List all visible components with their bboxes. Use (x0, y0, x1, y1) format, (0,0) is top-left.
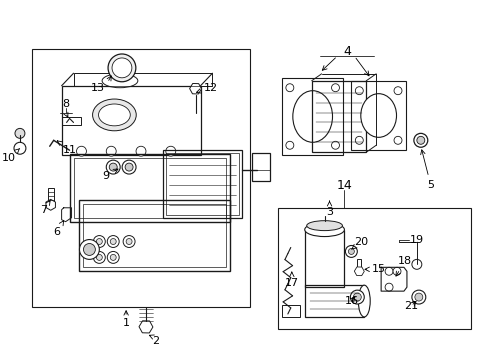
Circle shape (353, 293, 361, 301)
Circle shape (110, 239, 116, 244)
Circle shape (355, 87, 363, 95)
Bar (278, 208, 471, 329)
Circle shape (76, 146, 86, 156)
Circle shape (394, 136, 402, 144)
Ellipse shape (361, 94, 396, 137)
Text: 9: 9 (103, 169, 118, 181)
Circle shape (350, 290, 364, 304)
Circle shape (348, 248, 354, 255)
Text: 8: 8 (62, 99, 69, 109)
Bar (83, 204, 226, 267)
Bar (79, 200, 230, 271)
Ellipse shape (93, 99, 136, 131)
Text: 6: 6 (53, 221, 64, 237)
Text: 14: 14 (337, 179, 352, 193)
Text: 4: 4 (343, 45, 351, 58)
Text: 17: 17 (285, 272, 299, 288)
Text: 5: 5 (421, 150, 434, 190)
Bar (252, 153, 270, 181)
Ellipse shape (102, 74, 138, 88)
Bar (305, 230, 344, 287)
Circle shape (107, 235, 119, 247)
Bar (74, 158, 226, 218)
Circle shape (332, 84, 340, 92)
Circle shape (417, 136, 425, 144)
Bar (163, 150, 242, 218)
Text: 15: 15 (365, 264, 386, 274)
Circle shape (286, 84, 294, 92)
Ellipse shape (358, 285, 370, 317)
Circle shape (345, 246, 357, 257)
Circle shape (15, 129, 25, 138)
Circle shape (94, 235, 105, 247)
Circle shape (126, 239, 132, 244)
Text: 18: 18 (396, 256, 412, 276)
Circle shape (136, 146, 146, 156)
Text: 19: 19 (410, 234, 424, 244)
Bar (74, 73, 213, 86)
Circle shape (97, 255, 102, 260)
Bar (351, 81, 406, 150)
Text: 21: 21 (404, 301, 418, 311)
Text: 3: 3 (326, 201, 333, 217)
Circle shape (125, 163, 133, 171)
Bar (62, 117, 81, 125)
Ellipse shape (98, 104, 130, 126)
Text: 20: 20 (351, 237, 368, 249)
Circle shape (393, 267, 401, 275)
Circle shape (385, 267, 393, 275)
Bar (48, 188, 54, 202)
Ellipse shape (305, 223, 344, 237)
Circle shape (108, 54, 136, 82)
Text: 7: 7 (40, 201, 50, 215)
Text: 2: 2 (152, 336, 159, 346)
Text: 11: 11 (57, 141, 76, 155)
Circle shape (412, 290, 426, 304)
Circle shape (97, 239, 102, 244)
Circle shape (332, 141, 340, 149)
Text: 10: 10 (2, 148, 20, 163)
Circle shape (394, 87, 402, 95)
Circle shape (83, 243, 96, 255)
Circle shape (109, 163, 117, 171)
Bar (305, 285, 364, 317)
Bar (70, 154, 230, 222)
Bar (282, 305, 300, 317)
Circle shape (385, 283, 393, 291)
Circle shape (415, 293, 423, 301)
Text: 1: 1 (122, 318, 130, 328)
Circle shape (355, 136, 363, 144)
Bar (32, 49, 250, 307)
Circle shape (94, 251, 105, 264)
Circle shape (112, 58, 132, 78)
Bar (166, 153, 239, 215)
Circle shape (414, 133, 428, 147)
Bar (282, 78, 343, 155)
Circle shape (412, 260, 422, 269)
Bar (357, 260, 361, 273)
Bar (312, 81, 366, 152)
Circle shape (110, 255, 116, 260)
Circle shape (79, 239, 99, 260)
Text: 12: 12 (196, 83, 218, 93)
Ellipse shape (293, 91, 333, 142)
Circle shape (14, 142, 26, 154)
Circle shape (286, 141, 294, 149)
Text: 16: 16 (344, 296, 358, 306)
Ellipse shape (307, 221, 343, 231)
Circle shape (106, 160, 120, 174)
Circle shape (122, 160, 136, 174)
Circle shape (166, 146, 176, 156)
Circle shape (107, 251, 119, 264)
Circle shape (106, 146, 116, 156)
Circle shape (123, 235, 135, 247)
Bar (62, 86, 200, 155)
Text: 13: 13 (90, 83, 104, 93)
